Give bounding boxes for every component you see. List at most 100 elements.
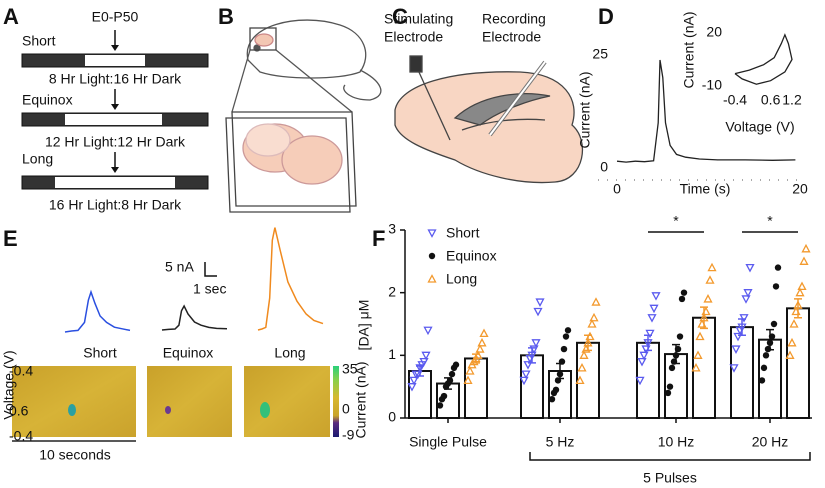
- error-bar: [416, 365, 424, 377]
- panel-label: B: [218, 4, 234, 29]
- data-point: [787, 337, 797, 347]
- condition-name: Equinox: [22, 92, 73, 108]
- y-axis-label: Current (nA): [681, 11, 697, 88]
- y-tick-label: -10: [702, 77, 722, 93]
- data-point: [419, 357, 429, 367]
- data-point: [577, 362, 587, 372]
- data-point: [729, 364, 739, 373]
- data-point: [475, 344, 485, 353]
- data-point: [409, 376, 419, 386]
- scale-current: 5 nA: [165, 259, 194, 275]
- x-tick-label: 10 Hz: [658, 434, 695, 450]
- data-point: [799, 256, 809, 265]
- x-tick-label: 0.6: [761, 92, 781, 108]
- voltage-tick: -0.4: [9, 428, 33, 444]
- data-point: [448, 370, 456, 378]
- x-axis-label: Voltage (V): [725, 119, 794, 135]
- bar: [636, 341, 660, 419]
- voltage-label: Voltage (V): [1, 350, 17, 419]
- y-tick-label: 25: [592, 46, 608, 62]
- data-point: [479, 328, 489, 338]
- data-point: [531, 339, 541, 348]
- data-point: [758, 377, 766, 384]
- data-point: [745, 263, 755, 273]
- data-point: [463, 375, 473, 385]
- electrode-label: Stimulating: [384, 11, 453, 27]
- data-point: [705, 275, 715, 284]
- x-tick-label: 0: [613, 181, 621, 197]
- significance-star: *: [767, 213, 773, 229]
- x-tick-label: -0.4: [723, 92, 747, 108]
- data-point: [647, 314, 657, 323]
- colorbar-tick: 0: [342, 401, 350, 417]
- color-plot: [12, 366, 136, 437]
- error-bar: [766, 328, 774, 351]
- legend-marker: [428, 252, 436, 260]
- trace-label: Long: [274, 345, 305, 361]
- x-tick-label: 1.2: [782, 92, 802, 108]
- light-period: [85, 55, 145, 66]
- y-axis-label: Current (nA): [577, 71, 593, 148]
- voltage-tick: -0.4: [9, 363, 33, 379]
- data-point: [645, 329, 655, 339]
- y-tick-label: 2: [388, 283, 396, 299]
- legend-label: Long: [446, 271, 477, 287]
- data-point: [703, 294, 713, 303]
- data-point: [649, 304, 659, 314]
- x-axis-label: Time (s): [680, 181, 731, 197]
- arrow-head: [111, 104, 119, 110]
- data-point: [579, 350, 589, 359]
- data-point: [695, 331, 705, 341]
- data-point: [407, 383, 417, 392]
- panel-label: C: [392, 4, 408, 29]
- electrode-label: Electrode: [482, 29, 541, 45]
- schedule-label: 12 Hr Light:12 Hr Dark: [45, 134, 186, 150]
- y-tick-label: 1: [388, 346, 396, 362]
- data-point: [678, 295, 686, 303]
- data-point: [733, 332, 743, 342]
- bar: [576, 341, 600, 419]
- data-point: [731, 345, 741, 354]
- error-bar: [794, 298, 802, 319]
- electrode-label: Recording: [482, 11, 546, 27]
- data-point: [523, 361, 533, 370]
- data-point: [680, 289, 688, 296]
- x-tick-label: 5 Hz: [546, 434, 575, 450]
- light-period: [55, 177, 175, 188]
- data-point: [587, 319, 597, 328]
- data-point: [772, 283, 780, 290]
- bracket: [529, 452, 811, 461]
- color-plot: [244, 366, 330, 437]
- data-point: [575, 375, 585, 385]
- data-point: [423, 326, 433, 336]
- data-point: [548, 396, 556, 403]
- trace-label: Short: [83, 345, 117, 361]
- voltage-tick: 0.6: [9, 403, 29, 419]
- data-point: [637, 357, 647, 367]
- colorbar-label: Current (nA): [353, 361, 369, 438]
- x-tick-label: 20 Hz: [752, 434, 789, 450]
- data-point: [651, 292, 661, 301]
- error-bar: [444, 377, 452, 390]
- data-point: [676, 333, 684, 340]
- legend-marker: [427, 229, 437, 238]
- brain-slice-illustration: [394, 55, 584, 184]
- legend-marker: [427, 274, 437, 283]
- data-point: [664, 389, 672, 397]
- data-point: [465, 366, 475, 375]
- data-point: [691, 362, 701, 372]
- panel-label: E: [3, 226, 18, 251]
- trace: [734, 33, 793, 85]
- data-point: [562, 333, 570, 340]
- data-point: [521, 370, 531, 380]
- bracket-label: 5 Pulses: [643, 470, 697, 486]
- data-point: [739, 314, 749, 323]
- scale-time: 1 sec: [193, 281, 226, 297]
- panel-label: D: [598, 4, 614, 29]
- error-bar: [528, 347, 536, 364]
- scale-bar: [204, 262, 217, 277]
- data-point: [797, 281, 807, 291]
- panel-label: F: [372, 226, 385, 251]
- data-point: [770, 320, 778, 328]
